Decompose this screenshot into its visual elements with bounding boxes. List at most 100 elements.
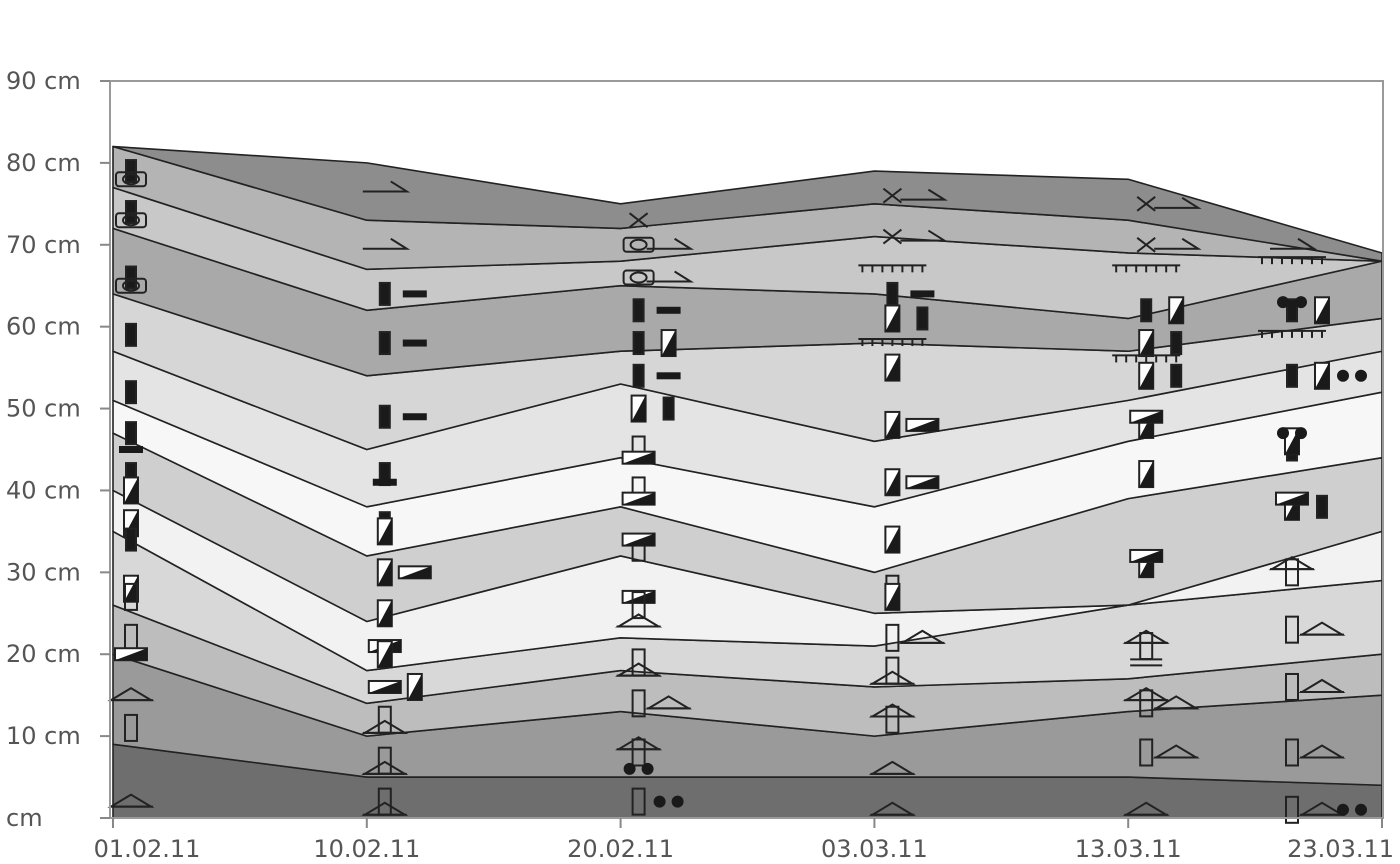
symbol-halfbar <box>884 304 901 333</box>
symbol-cross <box>882 228 903 245</box>
symbol-halfdash <box>621 491 656 506</box>
symbol-cross <box>628 212 649 229</box>
symbol-tri <box>868 801 917 816</box>
plot-frame <box>109 80 1384 819</box>
x-tick-label: 13.03.11 <box>1075 835 1182 863</box>
symbol-rect <box>124 713 138 742</box>
symbol-comb <box>1112 354 1181 363</box>
y-tick-label: 90 cm <box>6 67 81 95</box>
symbol-halfbar <box>376 599 393 628</box>
symbol-tri <box>1122 801 1170 816</box>
symbol-comb <box>1112 264 1181 273</box>
symbol-dots <box>1337 369 1367 382</box>
symbol-halfdash <box>621 589 656 604</box>
symbol-rect <box>885 705 900 734</box>
symbol-dash <box>910 290 935 298</box>
x-axis: 01.02.11 10.02.11 20.02.11 03.03.11 13.03.11… <box>94 818 1394 863</box>
symbol-comb <box>1258 256 1326 265</box>
symbol-tri <box>107 687 155 702</box>
symbol-halfbar <box>630 394 647 423</box>
symbol-tri <box>868 703 917 718</box>
y-tick-label: 10 cm <box>6 722 81 750</box>
symbol-oval <box>622 269 655 286</box>
symbol-halfbar <box>884 353 901 382</box>
symbol-halfbar <box>376 517 393 546</box>
symbol-bar <box>662 396 675 421</box>
symbol-tri <box>898 629 947 644</box>
symbol-dots <box>1277 296 1307 309</box>
symbol-dots <box>623 762 654 775</box>
symbol-bar <box>378 281 391 306</box>
symbol-tri <box>1152 695 1200 710</box>
symbol-halfbar <box>1138 329 1155 358</box>
symbol-halfdash <box>621 532 656 547</box>
symbol-halfbar <box>376 640 393 669</box>
symbol-halfbar <box>376 558 393 587</box>
symbol-tri <box>107 793 155 808</box>
y-tick-label: 80 cm <box>6 149 81 177</box>
symbol-rect <box>631 689 646 718</box>
symbol-bar <box>378 404 391 429</box>
symbol-bar <box>632 298 645 323</box>
symbol-tri <box>614 736 663 751</box>
x-tick-label: 20.02.11 <box>567 835 674 863</box>
symbol-tri <box>361 760 409 775</box>
symbol-tri <box>614 613 663 628</box>
symbol-dash <box>402 290 427 298</box>
symbol-oval <box>115 277 147 294</box>
symbol-comb <box>858 264 927 273</box>
symbol-halfbar <box>406 672 423 701</box>
y-tick-label: 20 cm <box>6 640 81 668</box>
symbol-bar <box>125 265 137 290</box>
x-tick-label: 01.02.11 <box>94 835 201 863</box>
symbol-dash <box>656 372 681 380</box>
symbol-bar <box>125 421 137 446</box>
symbol-bar <box>125 322 137 347</box>
layer-areas <box>112 145 1383 819</box>
symbol-tri <box>1268 555 1316 571</box>
symbol-bar <box>886 281 899 306</box>
symbol-bar <box>1170 331 1183 356</box>
symbol-bar <box>125 380 137 405</box>
symbol-bar <box>916 306 929 331</box>
symbol-halfbar <box>884 468 901 497</box>
symbol-dots <box>1337 803 1367 816</box>
symbol-halfdash <box>367 679 402 694</box>
symbol-rect <box>631 738 646 767</box>
symbol-bar <box>125 200 137 225</box>
symbol-rect <box>631 591 646 620</box>
symbol-tri <box>644 695 693 710</box>
symbol-tri <box>1122 687 1170 702</box>
symbol-bar <box>1286 363 1298 388</box>
symbol-tri <box>361 801 409 816</box>
symbol-halfbar <box>1138 361 1155 390</box>
symbol-rect <box>1285 672 1299 701</box>
symbol-dash <box>656 306 681 314</box>
symbol-tri <box>1298 744 1346 759</box>
symbol-oval <box>115 171 147 188</box>
symbol-tri <box>614 662 663 677</box>
symbol-bar <box>632 331 645 356</box>
symbol-bar <box>1170 363 1183 388</box>
symbol-tri <box>1298 621 1346 636</box>
symbol-tri <box>1298 801 1346 816</box>
symbol-tri <box>1122 629 1170 644</box>
symbol-tri <box>868 760 917 775</box>
layer-symbols <box>107 159 1367 824</box>
symbol-halfbar <box>660 329 677 358</box>
symbol-rect <box>1285 558 1299 587</box>
y-tick-label: 40 cm <box>6 476 81 504</box>
symbol-rect <box>1139 689 1154 718</box>
y-tick-label: cm <box>6 804 43 832</box>
symbol-halfbar <box>884 410 901 439</box>
symbol-chev <box>646 270 695 283</box>
symbol-halfdash <box>114 647 148 662</box>
symbol-rect <box>1139 632 1154 661</box>
y-tick-label: 70 cm <box>6 231 81 259</box>
symbol-dash <box>402 339 427 347</box>
symbol-oval <box>115 212 147 229</box>
symbol-chev <box>900 188 948 201</box>
symbol-bar <box>125 159 137 184</box>
symbol-rect <box>1285 615 1299 644</box>
symbol-halfbar <box>1168 296 1185 325</box>
